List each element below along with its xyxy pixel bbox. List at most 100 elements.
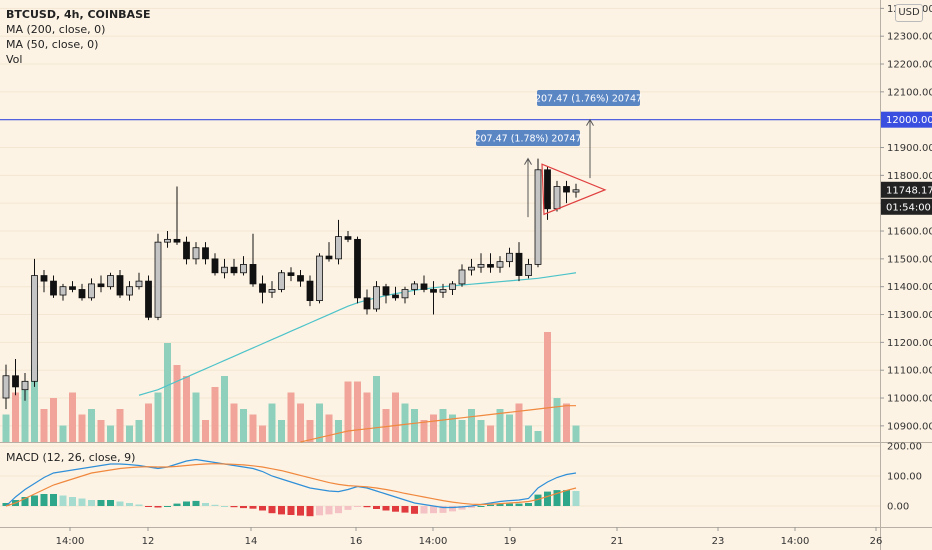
- macd-histogram-bar: [553, 490, 561, 506]
- volume-bar: [458, 420, 466, 442]
- measure-label-1-box: [476, 130, 580, 146]
- candle-body: [278, 272, 285, 290]
- candle-body: [572, 189, 580, 193]
- macd-legend[interactable]: MACD (12, 26, close, 9): [6, 451, 136, 464]
- macd-tick-label: 0.00: [887, 502, 909, 513]
- price-tick-label: 12300.00: [887, 32, 932, 43]
- volume-bar: [268, 403, 276, 442]
- macd-tick-label: 100.00: [887, 472, 922, 483]
- volume-bar: [563, 403, 570, 442]
- candle-body: [363, 297, 371, 310]
- macd-tick-label: 200.00: [887, 442, 922, 453]
- ma50-legend[interactable]: MA (50, close, 0): [6, 38, 99, 51]
- volume-bar: [192, 392, 200, 442]
- price-tick-label: 12200.00: [887, 60, 932, 71]
- macd-histogram-bar: [221, 506, 228, 507]
- volume-bar: [401, 403, 409, 442]
- candle-body: [259, 283, 266, 293]
- macd-histogram-bar: [487, 504, 494, 506]
- time-label: 19: [504, 536, 517, 547]
- macd-histogram-bar: [411, 506, 418, 514]
- candle-body: [506, 252, 513, 263]
- ma200-legend[interactable]: MA (200, close, 0): [6, 23, 106, 36]
- macd-histogram-bar: [354, 506, 361, 507]
- macd-histogram-bar: [173, 503, 181, 506]
- volume-bar: [420, 420, 428, 442]
- price-tick-label: 11600.00: [887, 227, 932, 238]
- volume-legend[interactable]: Vol: [6, 53, 23, 66]
- macd-histogram-bar: [401, 506, 409, 513]
- candle-body: [553, 186, 561, 210]
- candle-body: [59, 286, 67, 296]
- macd-histogram-bar: [373, 506, 380, 509]
- macd-histogram-bar: [259, 506, 266, 511]
- volume-bar: [126, 425, 133, 442]
- candle-body: [126, 286, 133, 296]
- candle-body: [69, 286, 76, 290]
- measure-arrow-2-head: [586, 118, 594, 126]
- price-tick-label: 11200.00: [887, 338, 932, 349]
- volume-bar: [572, 425, 580, 442]
- volume-bar: [344, 381, 352, 442]
- volume-bar: [297, 403, 304, 442]
- candle-body: [430, 289, 437, 293]
- macd-histogram-bar: [458, 506, 466, 510]
- price-tick-label: 11900.00: [887, 143, 932, 154]
- candle-body: [78, 289, 86, 299]
- candle-body: [221, 266, 228, 274]
- time-label: 14:00: [56, 536, 85, 547]
- currency-button[interactable]: USD: [895, 4, 923, 22]
- measure-label-1: 207.47 (1.78%) 20747: [474, 134, 581, 145]
- candle-body: [192, 247, 200, 260]
- macd-histogram-bar: [525, 503, 532, 506]
- volume-bar: [183, 376, 190, 442]
- drawings[interactable]: 207.47 (1.78%) 20747 207.47 (1.76%) 20747: [474, 90, 642, 218]
- volume-bar: [335, 420, 342, 442]
- symbol-title[interactable]: BTCUSD, 4h, COINBASE: [6, 8, 151, 21]
- macd-histogram-bar: [515, 503, 523, 506]
- price-tick-label: 11100.00: [887, 366, 932, 377]
- last-price-label-box: [881, 181, 932, 198]
- volume-bar: [316, 403, 323, 442]
- volume-bar: [31, 365, 38, 442]
- price-axis[interactable]: 12400.0012300.0012200.0012100.0012000.00…: [880, 4, 932, 513]
- candle-body: [458, 269, 466, 285]
- candle-body: [420, 283, 428, 290]
- volume-bar: [449, 414, 456, 442]
- volume-bar: [59, 425, 67, 442]
- macd-histogram-bar: [107, 500, 114, 506]
- candle-body: [183, 241, 190, 260]
- candle-body: [268, 289, 276, 293]
- time-axis[interactable]: 14:00 12 14 16 14:00 19 21 23 14:00 26: [56, 527, 883, 547]
- time-label: 12: [142, 536, 155, 547]
- macd-histogram-bar: [563, 490, 570, 506]
- macd-histogram-bar: [2, 503, 10, 506]
- volume-bar: [164, 343, 171, 442]
- volume-bar: [69, 392, 76, 442]
- time-label: 14:00: [781, 536, 810, 547]
- volume-bar: [525, 425, 532, 442]
- candle-body: [50, 280, 57, 296]
- macd-pane: [2, 458, 580, 517]
- macd-histogram-bar: [430, 506, 437, 514]
- candle-body: [401, 289, 409, 299]
- candle-body: [411, 283, 418, 290]
- volume-bar: [12, 392, 19, 442]
- price-candles: [2, 158, 580, 410]
- macd-histogram-bar: [154, 506, 162, 508]
- macd-histogram-bar: [183, 501, 190, 506]
- macd-histogram-bar: [240, 506, 247, 509]
- macd-histogram-bar: [116, 501, 124, 506]
- macd-histogram-bar: [382, 506, 390, 511]
- macd-histogram-bar: [135, 504, 143, 506]
- candle-body: [335, 236, 342, 260]
- macd-histogram-bar: [363, 506, 371, 508]
- candle-body: [12, 375, 19, 388]
- candle-body: [496, 261, 504, 268]
- macd-histogram-bar: [287, 506, 295, 515]
- volume-bar: [411, 409, 418, 442]
- volume-bar: [249, 414, 257, 442]
- candle-body: [287, 272, 295, 276]
- price-tick-label: 12100.00: [887, 87, 932, 98]
